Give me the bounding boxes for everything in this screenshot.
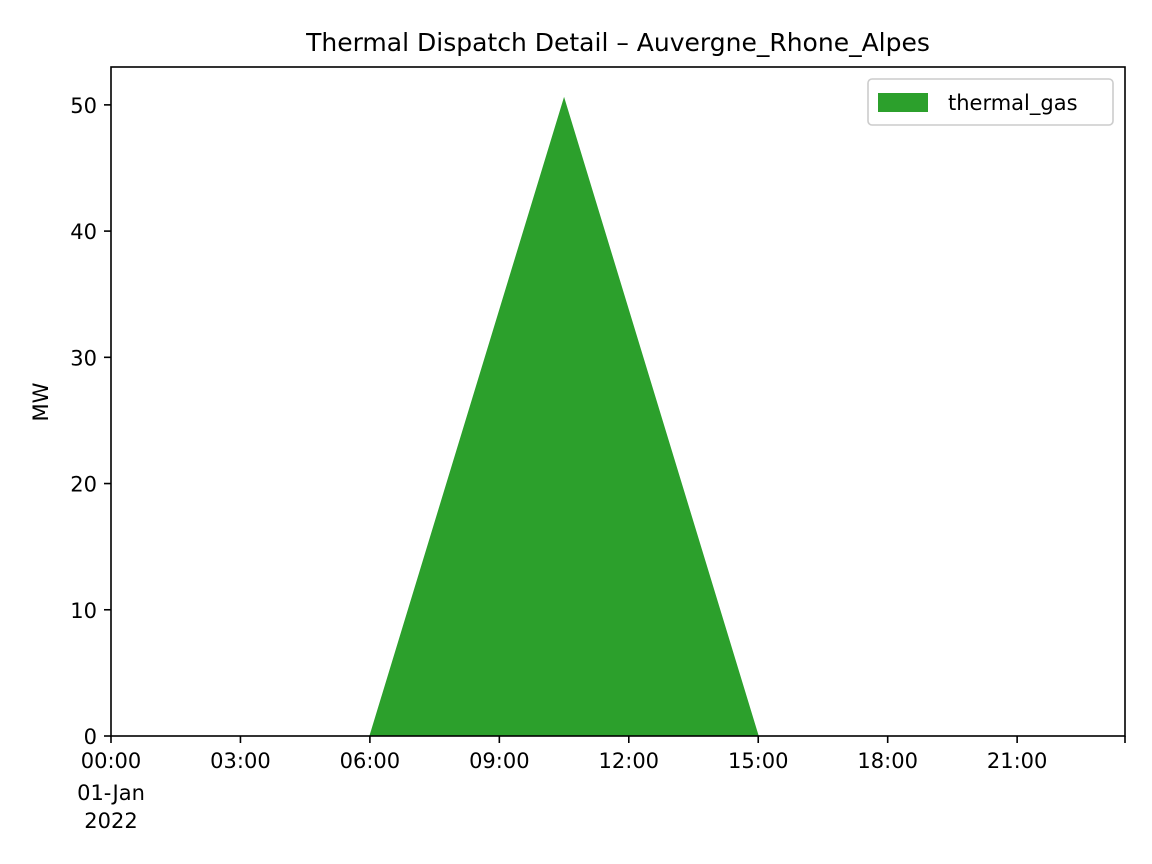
x-tick-label: 00:00 <box>81 749 142 773</box>
y-tick-label: 20 <box>70 473 97 497</box>
x-tick-date-label: 01-Jan <box>77 781 145 805</box>
y-tick-label: 30 <box>70 346 97 370</box>
x-tick-label: 12:00 <box>599 749 660 773</box>
y-tick-label: 10 <box>70 599 97 623</box>
area-thermal_gas <box>111 96 1125 737</box>
x-tick-label: 06:00 <box>340 749 401 773</box>
legend-swatch <box>878 93 928 112</box>
x-tick-date-label: 2022 <box>84 809 137 833</box>
x-tick-label: 18:00 <box>857 749 918 773</box>
legend: thermal_gas <box>867 78 1114 126</box>
x-tick-label: 09:00 <box>469 749 530 773</box>
y-axis: 0 10 20 30 40 50 <box>70 94 111 749</box>
x-tick-label: 15:00 <box>728 749 789 773</box>
legend-label: thermal_gas <box>948 91 1078 116</box>
y-tick-label: 0 <box>84 725 97 749</box>
y-tick-label: 40 <box>70 220 97 244</box>
legend-box <box>867 78 1114 126</box>
chart-title: Thermal Dispatch Detail – Auvergne_Rhone… <box>305 28 930 57</box>
y-axis-label: MW <box>29 382 53 421</box>
x-axis: 00:00 01-Jan 2022 03:00 06:00 09:00 12:00 15:00… <box>77 736 1126 833</box>
x-tick-label: 03:00 <box>210 749 271 773</box>
plot-frame <box>110 66 1126 737</box>
plot-area <box>110 66 1126 737</box>
y-tick-label: 50 <box>70 94 97 118</box>
x-tick-label: 21:00 <box>987 749 1048 773</box>
area-layer <box>111 96 1125 737</box>
